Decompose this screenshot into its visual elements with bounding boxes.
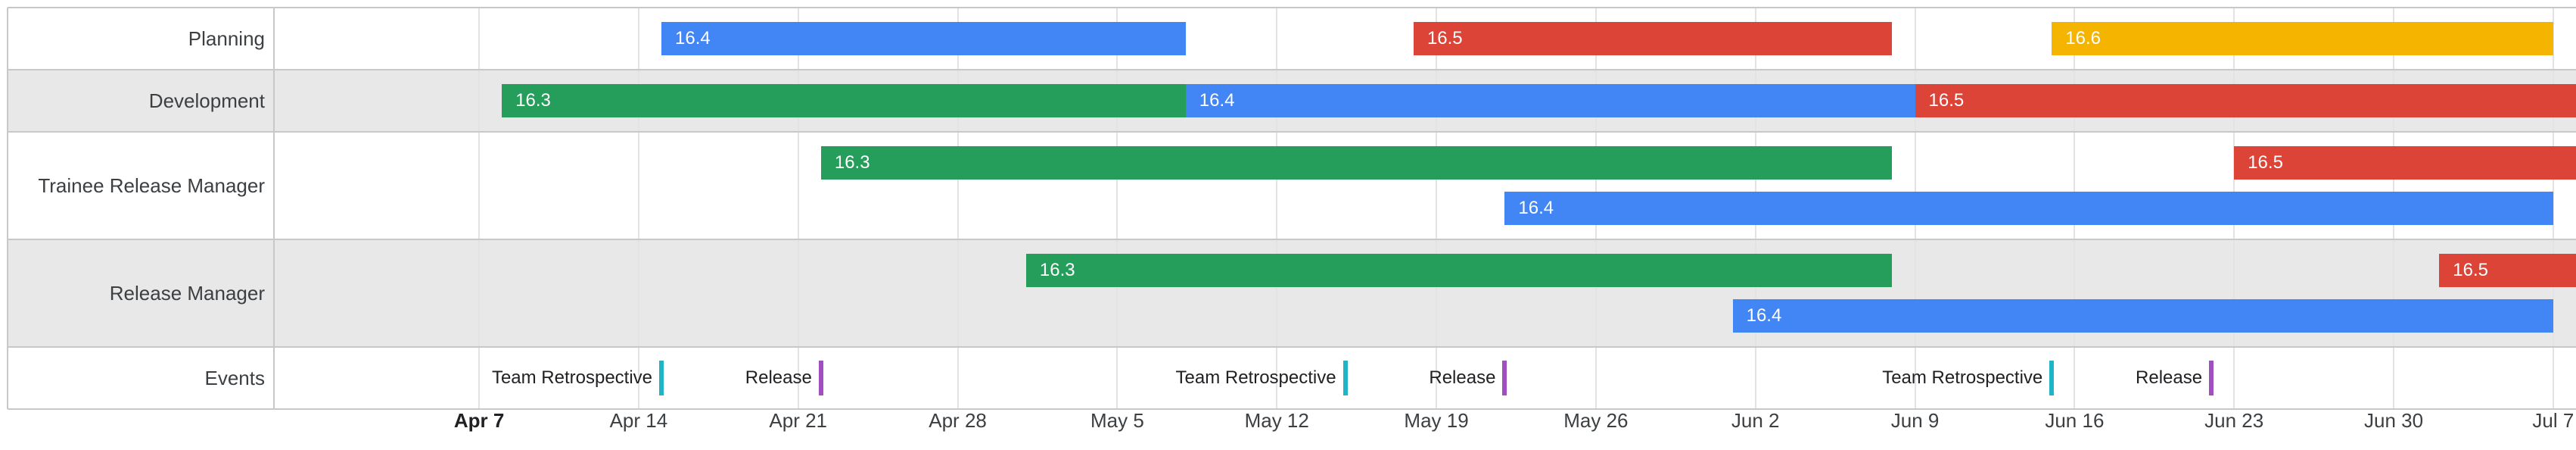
event-label: Release (745, 367, 812, 388)
column-separator (273, 8, 275, 409)
row-separator (8, 408, 2576, 410)
row-separator (8, 7, 2576, 8)
gantt-bar[interactable]: 16.6 (2052, 22, 2553, 55)
x-tick-label: Jul 7 (2532, 409, 2574, 432)
gantt-bar-label: 16.5 (1426, 28, 1463, 48)
grid-line (2552, 8, 2554, 409)
event-marker[interactable] (2049, 361, 2055, 395)
gantt-bar-label: 16.3 (1039, 260, 1075, 280)
gantt-bar[interactable]: 16.3 (1025, 254, 1893, 287)
x-tick-label: Apr 21 (769, 409, 828, 432)
event-label: Team Retrospective (1882, 367, 2043, 388)
row-label: Trainee Release Manager (38, 174, 265, 197)
x-tick-label: May 19 (1404, 409, 1469, 432)
row-separator (8, 346, 2576, 348)
event-label: Release (1429, 367, 1496, 388)
x-tick-label: Jun 2 (1731, 409, 1780, 432)
x-tick-label: Jun 23 (2204, 409, 2264, 432)
gantt-bar[interactable]: 16.4 (661, 22, 1186, 55)
x-tick-label: Jun 30 (2364, 409, 2424, 432)
gantt-bar-label: 16.4 (675, 28, 711, 48)
gantt-bar[interactable]: 16.3 (502, 84, 1186, 117)
grid-line (1436, 8, 1438, 409)
event-marker[interactable] (1342, 361, 1348, 395)
gantt-bar[interactable]: 16.5 (2234, 146, 2576, 180)
grid-line (797, 8, 799, 409)
x-tick-label: Jun 16 (2045, 409, 2105, 432)
x-tick-label: May 5 (1090, 409, 1144, 432)
x-tick-label: May 26 (1563, 409, 1629, 432)
row-label: Planning (188, 27, 265, 50)
gantt-bar[interactable]: 16.4 (1504, 192, 2553, 225)
gantt-bar[interactable]: 16.4 (1185, 84, 1915, 117)
gantt-bar-label: 16.4 (1199, 90, 1235, 111)
grid-line (1276, 8, 1278, 409)
gantt-bar-label: 16.4 (1518, 198, 1554, 218)
event-label: Release (2136, 367, 2203, 388)
x-tick-label: Apr 28 (929, 409, 987, 432)
event-label: Team Retrospective (1175, 367, 1336, 388)
row-separator (8, 239, 2576, 240)
gantt-bar[interactable]: 16.5 (1915, 84, 2576, 117)
row-separator (8, 131, 2576, 133)
grid-line (1116, 8, 1118, 409)
gantt-bar-label: 16.5 (2248, 152, 2283, 173)
gantt-bar-label: 16.5 (1928, 90, 1965, 111)
x-tick-label: May 12 (1244, 409, 1309, 432)
x-tick-label: Jun 9 (1890, 409, 1940, 432)
gantt-bar[interactable]: 16.4 (1732, 299, 2553, 333)
gantt-bar[interactable]: 16.5 (2439, 254, 2576, 287)
x-tick-label: Apr 14 (609, 409, 668, 432)
row-label: Development (148, 89, 265, 112)
gantt-bar-label: 16.5 (2453, 260, 2488, 280)
grid-line (478, 8, 481, 409)
row-separator (8, 69, 2576, 70)
event-label: Team Retrospective (491, 367, 653, 388)
grid-line (637, 8, 639, 409)
row-label: Release Manager (109, 282, 265, 305)
column-separator (7, 8, 8, 409)
gantt-bar-label: 16.3 (834, 152, 870, 173)
x-tick-label: Apr 7 (453, 409, 505, 432)
grid-line (957, 8, 959, 409)
event-marker[interactable] (1502, 361, 1507, 395)
gantt-bar[interactable]: 16.5 (1413, 22, 1893, 55)
gantt-bar-label: 16.3 (515, 90, 551, 111)
event-marker[interactable] (2209, 361, 2214, 395)
event-marker[interactable] (818, 361, 823, 395)
gantt-bar[interactable]: 16.3 (820, 146, 1893, 180)
gantt-bar-label: 16.4 (1746, 305, 1782, 326)
gantt-bar-label: 16.6 (2065, 28, 2101, 48)
row-label: Events (204, 367, 266, 389)
event-marker[interactable] (659, 361, 664, 395)
